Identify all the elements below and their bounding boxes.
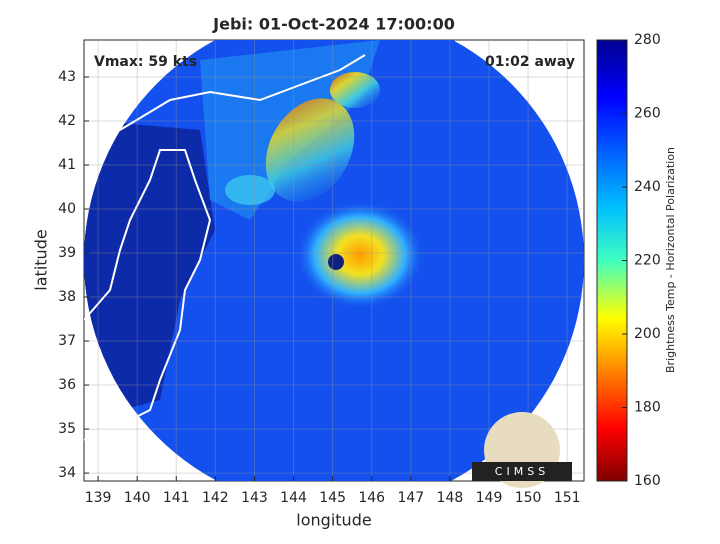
x-tick-label: 141 — [163, 490, 190, 506]
colorbar-label: Brightness Temp - Horizontal Polarizatio… — [664, 147, 677, 373]
colorbar-tick-label: 280 — [634, 32, 661, 48]
annotation: 01:02 away — [485, 54, 575, 70]
x-tick-label: 142 — [202, 490, 229, 506]
colorbar-tick-label: 160 — [634, 473, 661, 489]
y-tick-label: 43 — [58, 69, 76, 85]
y-tick-label: 37 — [58, 333, 76, 349]
logo: CIMSS — [472, 412, 572, 488]
x-tick-label: 148 — [437, 490, 464, 506]
x-tick-label: 147 — [397, 490, 424, 506]
annotation: Vmax: 59 kts — [94, 54, 197, 70]
x-axis-label: longitude — [296, 511, 371, 530]
y-tick-label: 38 — [58, 289, 76, 305]
logo-text: CIMSS — [495, 465, 549, 478]
x-tick-label: 149 — [476, 490, 503, 506]
x-tick-label: 143 — [241, 490, 268, 506]
y-tick-label: 39 — [58, 245, 76, 261]
y-tick-label: 42 — [58, 113, 76, 129]
chart-title: Jebi: 01-Oct-2024 17:00:00 — [212, 15, 455, 34]
y-tick-label: 35 — [58, 421, 76, 437]
y-tick-label: 36 — [58, 377, 76, 393]
x-tick-label: 139 — [85, 490, 112, 506]
x-tick-label: 150 — [515, 490, 542, 506]
y-axis-label: latitude — [32, 229, 51, 290]
x-tick-label: 145 — [319, 490, 346, 506]
y-tick-label: 40 — [58, 201, 76, 217]
x-tick-label: 151 — [554, 490, 581, 506]
x-tick-label: 146 — [358, 490, 385, 506]
x-tick-label: 140 — [124, 490, 151, 506]
x-tick-label: 144 — [280, 490, 307, 506]
colorbar-tick-label: 200 — [634, 326, 661, 342]
colorbar-tick-label: 220 — [634, 253, 661, 269]
colorbar-tick-label: 260 — [634, 106, 661, 122]
colorbar-tick-label: 180 — [634, 400, 661, 416]
y-tick-label: 41 — [58, 157, 76, 173]
satellite-image — [84, 40, 584, 481]
y-tick-label: 34 — [58, 465, 76, 481]
colorbar-tick-label: 240 — [634, 179, 661, 195]
